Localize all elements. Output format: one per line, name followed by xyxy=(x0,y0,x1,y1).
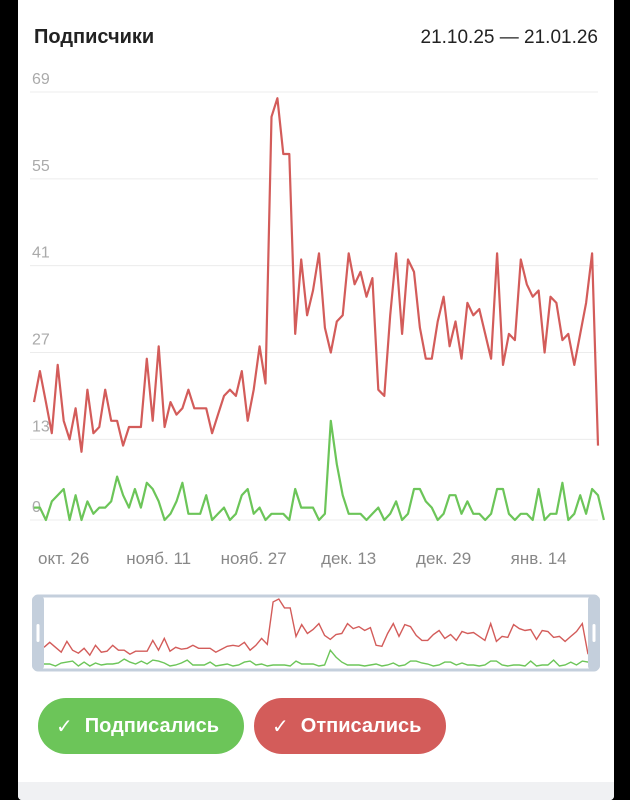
navigator-series-line xyxy=(43,598,589,657)
grip-icon xyxy=(36,624,40,642)
x-tick-label: окт. 26 xyxy=(38,549,89,568)
x-tick-label: нояб. 11 xyxy=(126,549,191,568)
x-tick-label: янв. 14 xyxy=(511,549,567,568)
subscribed-toggle-button[interactable]: ✓ Подписались xyxy=(38,698,244,754)
check-icon: ✓ xyxy=(272,715,289,738)
series-line-unsubscribed xyxy=(32,97,600,453)
navigator-window[interactable] xyxy=(32,594,600,672)
x-tick-label: нояб. 27 xyxy=(221,549,287,568)
range-navigator[interactable] xyxy=(18,588,614,672)
y-tick-label: 69 xyxy=(32,71,50,88)
x-tick-label: дек. 29 xyxy=(416,549,471,568)
series-line-subscribed xyxy=(34,419,605,522)
grip-icon xyxy=(592,624,596,642)
card-header: Подписчики 21.10.25 — 21.01.26 xyxy=(18,24,614,54)
date-range[interactable]: 21.10.25 — 21.01.26 xyxy=(420,27,598,48)
y-tick-label: 27 xyxy=(32,332,50,349)
subscribed-label: Подписались xyxy=(84,714,220,737)
y-tick-label: 41 xyxy=(32,245,50,262)
unsubscribed-toggle-button[interactable]: ✓ Отписались xyxy=(254,698,446,754)
x-tick-label: дек. 13 xyxy=(321,549,376,568)
navigator-series-line xyxy=(44,648,595,667)
subscribers-card: Подписчики 21.10.25 — 21.01.26 0 13 27 41 55… xyxy=(18,0,614,800)
unsubscribed-label: Отписались xyxy=(300,714,422,737)
y-tick-label: 55 xyxy=(32,158,50,175)
card-title: Подписчики xyxy=(34,26,155,48)
y-tick-label: 13 xyxy=(32,418,50,435)
check-icon: ✓ xyxy=(56,715,73,738)
bottom-strip xyxy=(18,782,614,800)
